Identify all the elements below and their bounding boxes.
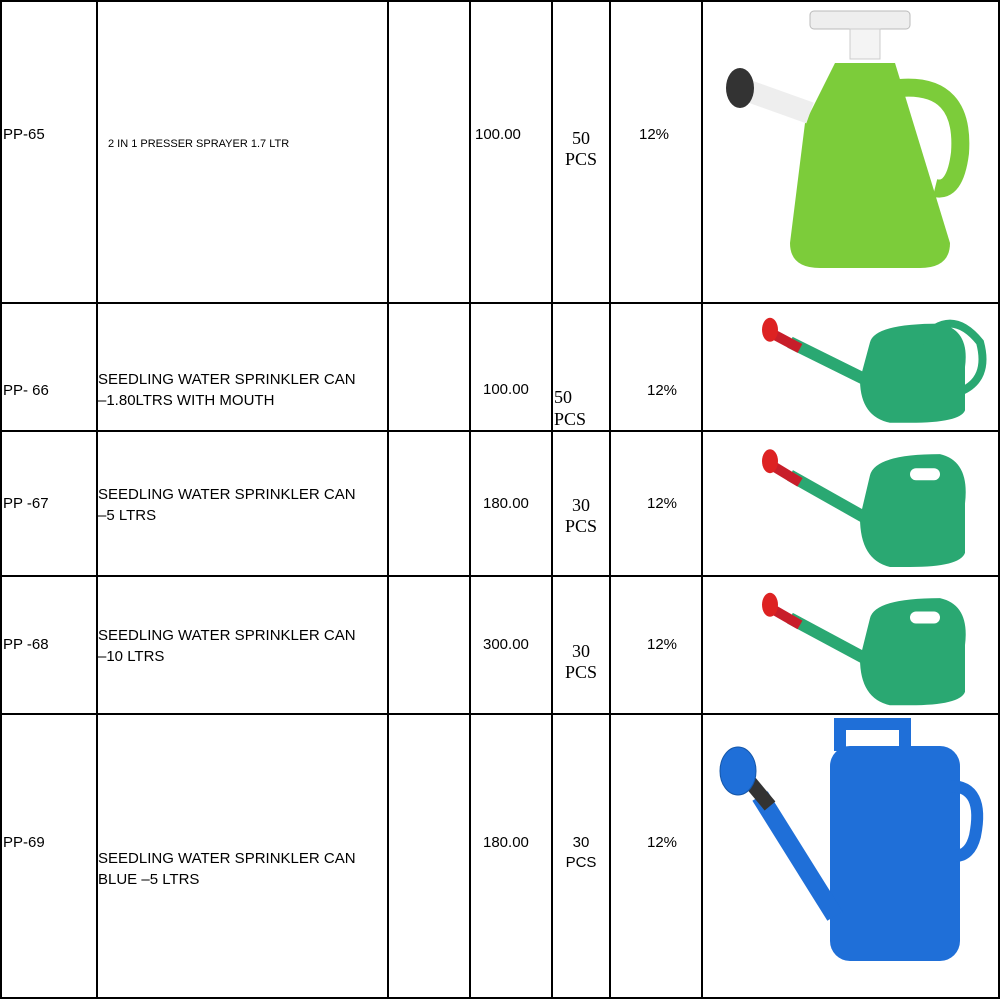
product-description: –1.80LTRS WITH MOUTH [98, 392, 275, 409]
green-watering-can-10l-image [710, 578, 990, 717]
quantity: 30 [572, 834, 590, 851]
column-divider [96, 0, 98, 999]
quantity: PCS [564, 662, 598, 682]
row-divider [0, 997, 1000, 999]
quantity: 50 [554, 387, 572, 407]
product-code: PP- 66 [3, 382, 49, 399]
product-description: SEEDLING WATER SPRINKLER CAN [98, 850, 356, 867]
green-watering-can-5l-image [710, 433, 990, 579]
green-watering-can-image [710, 305, 990, 434]
product-code: PP-65 [3, 126, 45, 143]
product-description: 2 IN 1 PRESSER SPRAYER 1.7 LTR [108, 138, 290, 150]
gst-rate: 12% [647, 495, 678, 512]
product-code: PP -67 [3, 495, 49, 512]
column-divider [701, 0, 703, 999]
row-divider [0, 575, 1000, 577]
column-divider [609, 0, 611, 999]
quantity: PCS [564, 149, 598, 169]
quantity: PCS [565, 854, 597, 871]
product-description: –10 LTRS [98, 648, 165, 665]
quantity: PCS [564, 516, 598, 536]
unit-price: 100.00 [475, 126, 521, 143]
row-divider [0, 0, 1000, 2]
row-divider [0, 302, 1000, 304]
product-description: SEEDLING WATER SPRINKLER CAN [98, 627, 356, 644]
product-code: PP -68 [3, 636, 49, 653]
blue-watering-can-image [710, 716, 990, 1000]
unit-price: 100.00 [483, 381, 529, 398]
row-divider [0, 713, 1000, 715]
product-description: BLUE –5 LTRS [98, 871, 200, 888]
gst-rate: 12% [647, 382, 678, 399]
column-divider [551, 0, 553, 999]
quantity: PCS [554, 409, 587, 429]
gst-rate: 12% [647, 636, 678, 653]
unit-price: 180.00 [483, 495, 529, 512]
unit-price: 180.00 [483, 834, 529, 851]
column-divider [387, 0, 389, 999]
green-pressure-sprayer-image [710, 3, 990, 306]
quantity: 50 [572, 128, 590, 148]
quantity: 30 [572, 641, 590, 661]
unit-price: 300.00 [483, 636, 529, 653]
gst-rate: 12% [639, 126, 670, 143]
column-divider [998, 0, 1000, 999]
column-divider [0, 0, 2, 999]
product-code: PP-69 [3, 834, 45, 851]
row-divider [0, 430, 1000, 432]
product-description: SEEDLING WATER SPRINKLER CAN [98, 371, 356, 388]
product-description: –5 LTRS [98, 507, 157, 524]
column-divider [469, 0, 471, 999]
product-description: SEEDLING WATER SPRINKLER CAN [98, 486, 356, 503]
quantity: 30 [572, 495, 590, 515]
gst-rate: 12% [647, 834, 678, 851]
